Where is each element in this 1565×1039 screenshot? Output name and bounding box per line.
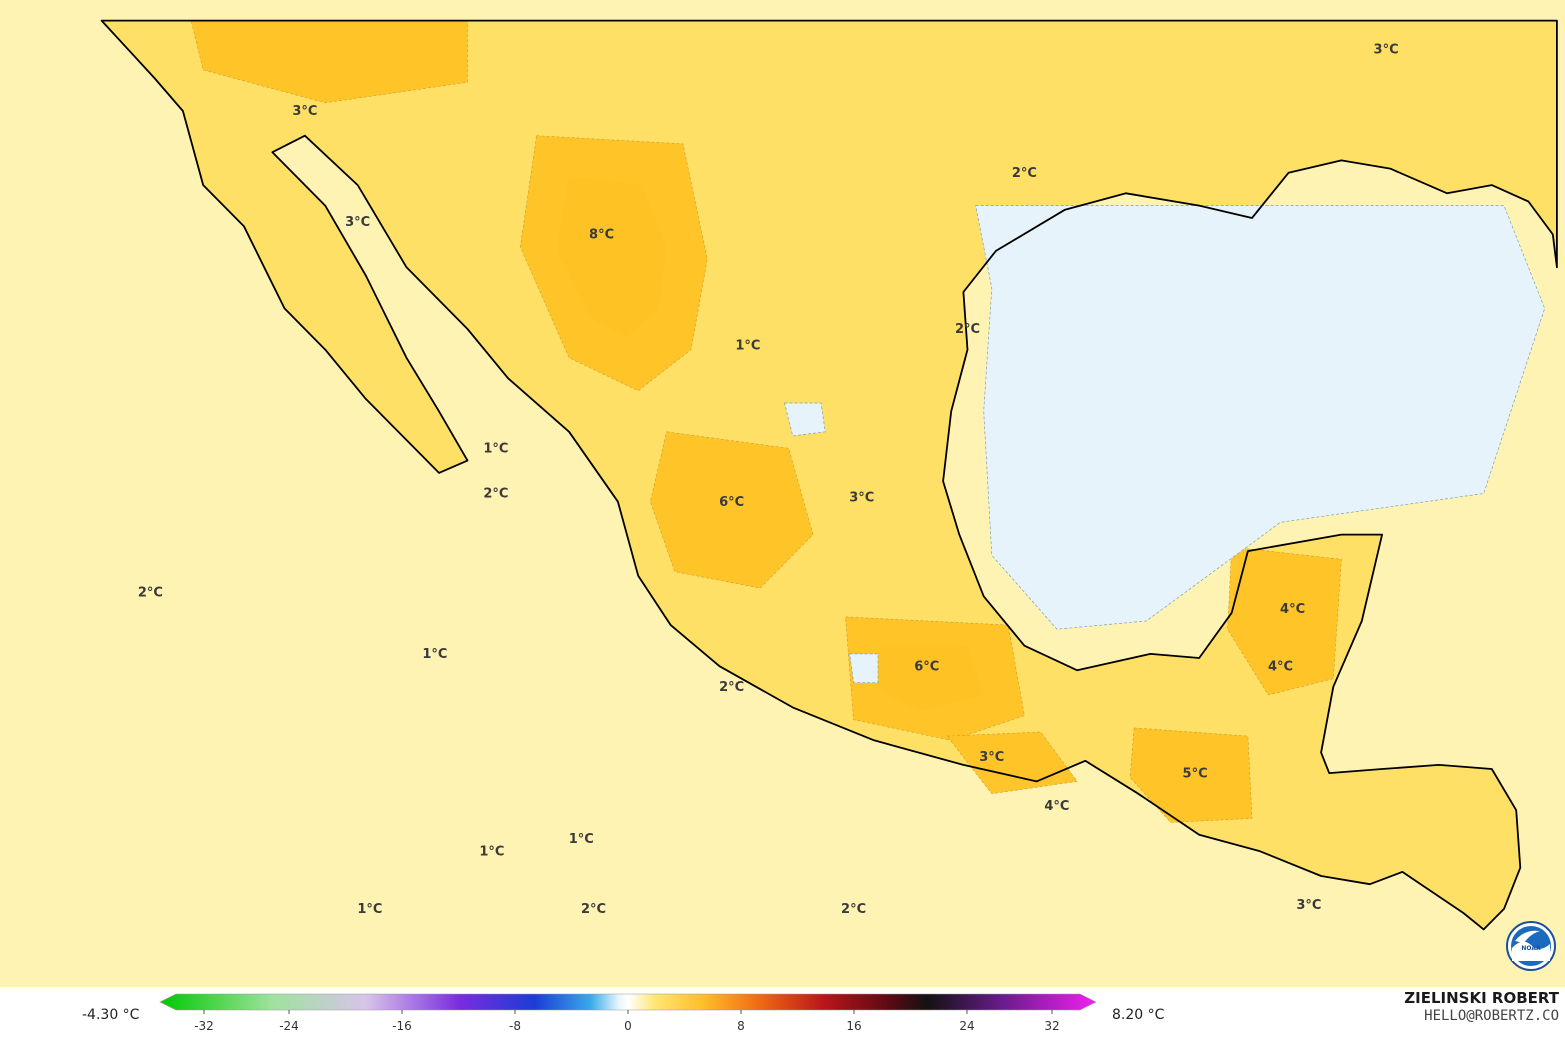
temperature-label: 3°C — [1296, 898, 1321, 913]
coastline-layer — [100, 19, 1558, 931]
temperature-label: 6°C — [914, 659, 939, 674]
temperature-label: 2°C — [955, 322, 980, 337]
temperature-label: 2°C — [841, 902, 866, 917]
temperature-label: 4°C — [1044, 799, 1069, 814]
credit-email[interactable]: HELLO@ROBERTZ.CO — [1424, 1008, 1559, 1024]
warm-zone-2 — [650, 431, 814, 589]
temperature-label: 3°C — [979, 750, 1004, 765]
temperature-label: 2°C — [581, 902, 606, 917]
temperature-label: 1°C — [735, 339, 760, 354]
temperature-label: 2°C — [719, 680, 744, 695]
temperature-label: 1°C — [357, 902, 382, 917]
temperature-anomaly-map[interactable]: 8°C 6°C 6°C 5°C 4°C 4°C 4°C 3°C 3°C 3°C 3°C 3°C 3°C 2… — [0, 0, 1565, 987]
noaa-logo: NOAA — [1506, 921, 1556, 971]
temperature-label: 4°C — [1280, 602, 1305, 617]
noaa-logo-icon: NOAA — [1506, 921, 1556, 971]
colorbar-ticks: -32 -24 -16 -8 0 8 16 24 32 — [194, 1010, 1060, 1033]
coastline — [100, 19, 1558, 931]
temperature-label: 2°C — [1012, 166, 1037, 181]
warm-zone-7 — [1227, 546, 1342, 696]
colorbar-tick-label: -16 — [392, 1019, 412, 1033]
warm-zone-1 — [519, 135, 708, 392]
temperature-label: 3°C — [1374, 43, 1399, 58]
warm-zone-6 — [1129, 727, 1253, 823]
colorbar-panel: -32 -24 -16 -8 0 8 16 24 32 — [0, 987, 1565, 1035]
colorbar-tick-label: -24 — [279, 1019, 299, 1033]
colorbar-gradient — [159, 993, 1097, 1011]
temperature-labels: 8°C 6°C 6°C 5°C 4°C 4°C 4°C 3°C 3°C 3°C 3°C 3°C 3°C 2… — [138, 43, 1399, 918]
cool-anomaly-layer — [784, 205, 1546, 684]
map-canvas: 8°C 6°C 6°C 5°C 4°C 4°C 4°C 3°C 3°C 3°C 3°C 3°C 3°C 2… — [0, 0, 1565, 987]
credit-name: ZIELINSKI ROBERT — [1404, 989, 1559, 1007]
colorbar-max-label: 8.20 °C — [1112, 1007, 1165, 1023]
temperature-label: 1°C — [569, 832, 594, 847]
warm-zone-4 — [845, 616, 1025, 741]
colorbar-tick-label: 16 — [846, 1019, 861, 1033]
land-layer — [101, 20, 1557, 930]
colorbar-min-label: -4.30 °C — [82, 1007, 140, 1023]
colorbar-tick-label: 24 — [959, 1019, 974, 1033]
cool-zone-2 — [849, 653, 879, 684]
warm-anomaly-layer — [190, 20, 1342, 823]
temperature-label: 1°C — [479, 844, 504, 859]
temperature-label: 2°C — [483, 487, 508, 502]
temperature-label: 3°C — [849, 491, 874, 506]
colorbar-tick-label: 8 — [737, 1019, 745, 1033]
temperature-label: 1°C — [422, 647, 447, 662]
temperature-label: 8°C — [589, 228, 614, 243]
colorbar-tick-label: -8 — [509, 1019, 521, 1033]
temperature-label: 6°C — [719, 495, 744, 510]
temperature-label: 3°C — [345, 215, 370, 230]
temperature-label: 1°C — [483, 441, 508, 456]
colorbar-tick-label: -32 — [194, 1019, 214, 1033]
temperature-label: 2°C — [138, 585, 163, 600]
colorbar-tick-label: 0 — [624, 1019, 632, 1033]
cool-zone-1 — [784, 402, 826, 437]
cool-zone-0 — [975, 205, 1546, 630]
temperature-label: 5°C — [1183, 766, 1208, 781]
svg-text:NOAA: NOAA — [1521, 945, 1541, 952]
temperature-label: 4°C — [1268, 659, 1293, 674]
colorbar: -32 -24 -16 -8 0 8 16 24 32 — [159, 993, 1097, 1033]
temperature-label: 3°C — [292, 104, 317, 119]
land-area — [101, 20, 1557, 930]
colorbar-tick-label: 32 — [1044, 1019, 1059, 1033]
